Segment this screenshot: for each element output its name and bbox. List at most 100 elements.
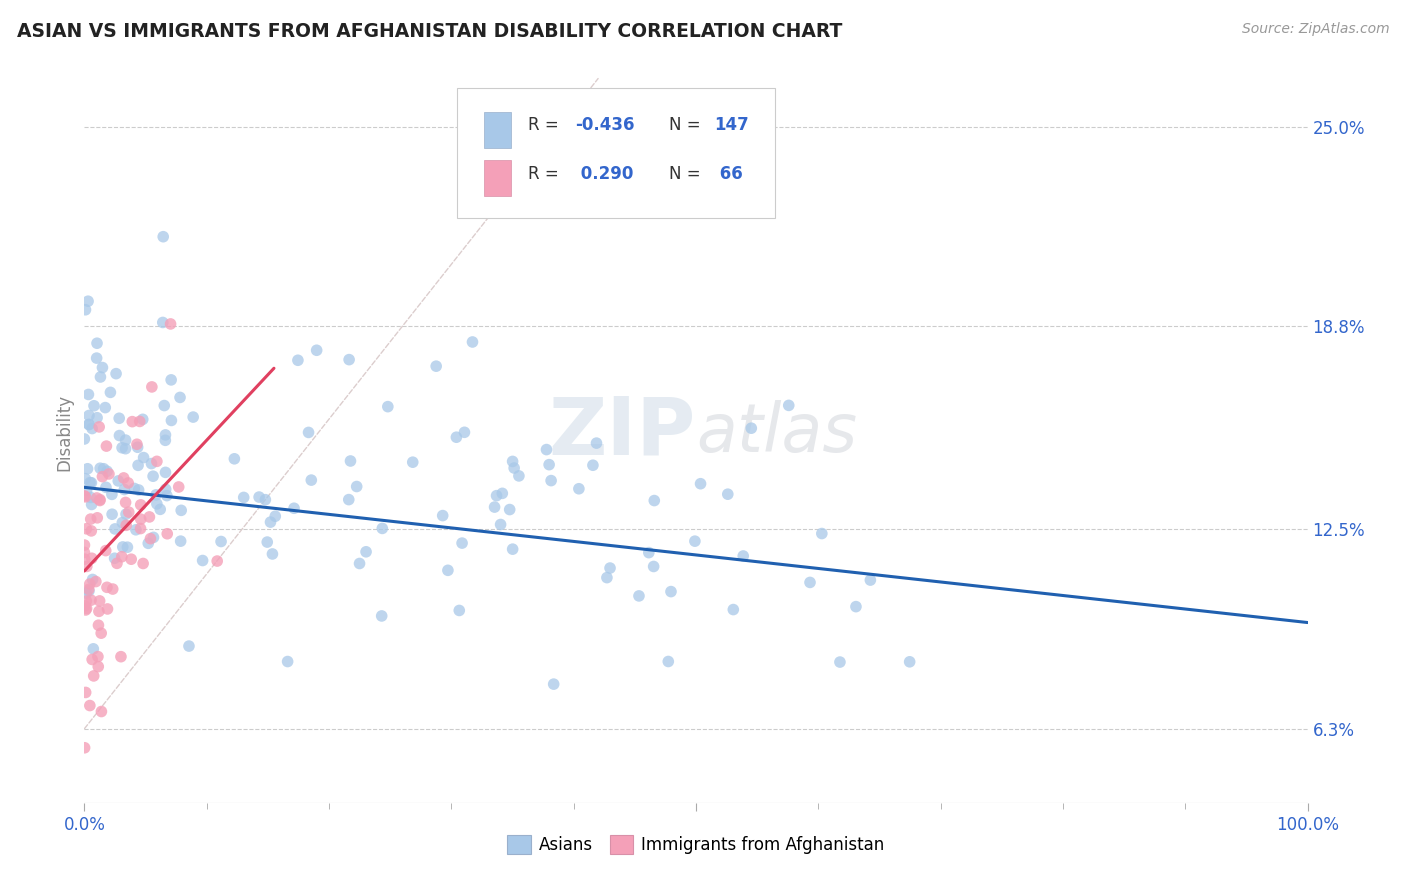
Point [87, 659, 110, 673]
Point [264, 509, 287, 524]
Point [112, 471, 135, 485]
Point [75, 685, 97, 699]
Point [432, 508, 454, 523]
Point [100, 385, 122, 400]
Point [155, 434, 177, 448]
Point [89, 420, 111, 434]
Point [155, 483, 177, 497]
Point [127, 458, 149, 473]
Point [82, 421, 104, 435]
Point [349, 557, 371, 571]
Point [540, 474, 562, 488]
Point [111, 540, 134, 554]
Point [149, 502, 172, 516]
Point [402, 455, 425, 469]
Point [153, 399, 176, 413]
Point [129, 512, 152, 526]
Point [82, 652, 104, 666]
Point [76, 483, 98, 498]
Point [169, 391, 191, 405]
Text: 66: 66 [714, 165, 742, 183]
Point [139, 532, 162, 546]
Point [740, 421, 762, 435]
Point [305, 343, 328, 358]
Point [76, 601, 98, 615]
Point [191, 553, 214, 567]
Point [117, 475, 139, 490]
Point [181, 410, 204, 425]
Point [75, 472, 97, 486]
Point [75, 603, 97, 617]
Point [683, 534, 706, 549]
Point [84, 574, 107, 589]
Point [568, 482, 591, 496]
Point [371, 521, 394, 535]
Point [508, 469, 530, 483]
Point [75, 302, 97, 317]
Point [121, 415, 143, 429]
Point [717, 487, 740, 501]
Point [79, 577, 101, 591]
Point [209, 534, 232, 549]
Point [845, 599, 868, 614]
Text: N =: N = [669, 165, 706, 183]
Point [859, 573, 882, 587]
Point [114, 495, 136, 509]
Point [89, 461, 111, 475]
Point [114, 442, 136, 456]
Point [491, 486, 513, 500]
Point [97, 467, 120, 481]
Point [124, 482, 146, 496]
Point [339, 454, 361, 468]
Point [117, 540, 139, 554]
Point [87, 618, 110, 632]
Point [93, 461, 115, 475]
Point [499, 502, 522, 516]
Point [132, 450, 155, 465]
Point [277, 655, 299, 669]
Point [86, 351, 108, 365]
Point [538, 458, 561, 472]
Point [89, 493, 111, 508]
Point [76, 559, 98, 574]
Point [132, 412, 155, 426]
Point [77, 294, 100, 309]
Point [337, 352, 360, 367]
Point [111, 441, 134, 455]
Point [828, 655, 851, 669]
Point [146, 454, 169, 468]
Point [112, 483, 135, 497]
Point [129, 522, 152, 536]
Point [484, 500, 506, 514]
Text: -0.436: -0.436 [575, 117, 634, 135]
Point [449, 603, 471, 617]
Point [125, 437, 148, 451]
Point [657, 655, 679, 669]
Point [91, 469, 114, 483]
Point [127, 440, 149, 454]
Point [643, 493, 665, 508]
Point [643, 559, 665, 574]
Point [79, 491, 101, 505]
Point [87, 649, 110, 664]
Point [129, 498, 152, 512]
Text: R =: R = [529, 165, 564, 183]
Point [152, 315, 174, 329]
Point [599, 561, 621, 575]
Point [370, 609, 392, 624]
Point [811, 526, 834, 541]
Point [224, 451, 246, 466]
Point [73, 740, 96, 755]
Point [437, 563, 460, 577]
Point [111, 549, 134, 564]
Text: 147: 147 [714, 117, 749, 135]
Point [87, 604, 110, 618]
Point [79, 475, 101, 490]
Point [485, 489, 508, 503]
Point [799, 575, 821, 590]
Text: ZIP: ZIP [548, 393, 696, 472]
Text: 0.290: 0.290 [575, 165, 633, 183]
Point [145, 488, 167, 502]
Point [141, 457, 163, 471]
Point [596, 571, 619, 585]
